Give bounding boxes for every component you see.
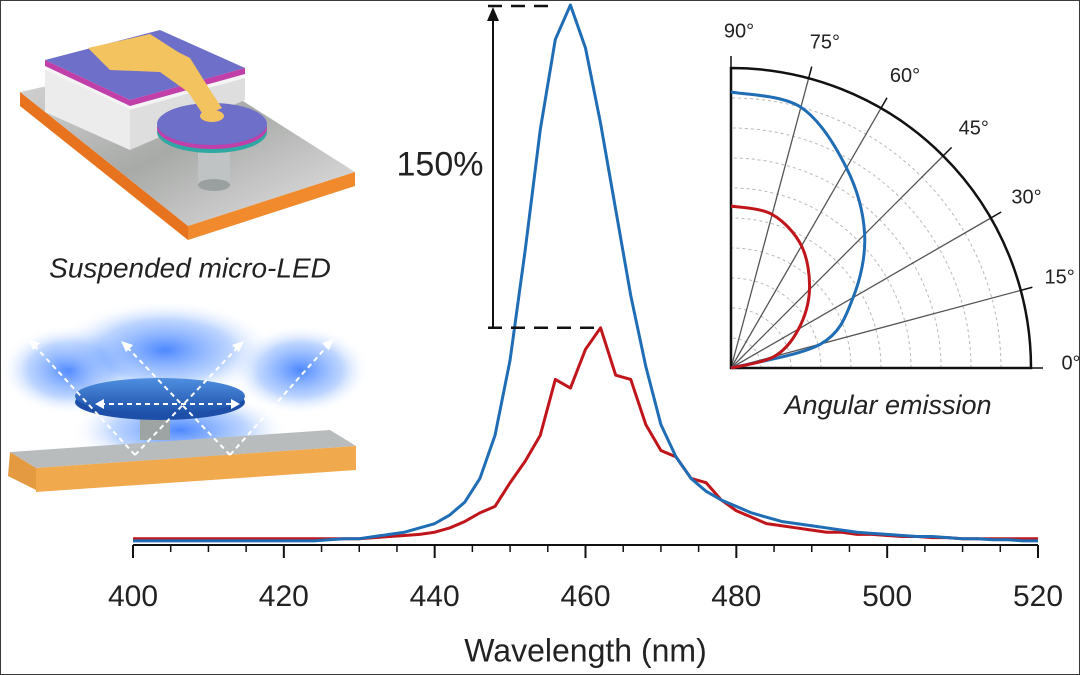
spectrum-line (133, 3, 1038, 543)
theta-tick (880, 97, 888, 109)
theta-grid-line (730, 289, 1021, 369)
theta-tick-label: 15° (1045, 266, 1075, 288)
annotation-arrowhead (487, 7, 499, 21)
device-caption: Suspended micro-LED (49, 252, 331, 283)
theta-grid-line (730, 78, 810, 369)
polar-frame (729, 66, 1033, 370)
annotation: 150% (397, 145, 484, 183)
x-tick-label: 440 (410, 580, 460, 613)
r-grid-circle (730, 187, 912, 369)
x-tick-label: 500 (862, 580, 912, 613)
emission-illustration (0, 300, 370, 492)
r-grid-circle (730, 337, 762, 369)
theta-grid-line (730, 155, 944, 369)
x-tick-label: 460 (560, 580, 610, 613)
polar-line (730, 90, 867, 370)
x-tick-label: 480 (711, 580, 761, 613)
theta-tick-label: 90° (724, 20, 754, 42)
polar-line (730, 204, 812, 370)
r-grid-circle (730, 217, 882, 369)
theta-tick (807, 66, 813, 79)
device-illustration (20, 30, 355, 240)
theta-tick-label: 60° (890, 65, 920, 87)
theta-grid-line (730, 107, 882, 369)
theta-tick-label: 0° (1061, 352, 1080, 374)
theta-tick-label: 45° (959, 118, 989, 140)
theta-tick (1020, 286, 1033, 292)
theta-tick-label: 30° (1011, 186, 1041, 208)
theta-tick-label: 75° (810, 32, 840, 54)
r-grid-circle (730, 277, 822, 369)
theta-grid-line (730, 217, 992, 369)
x-tick-label: 400 (108, 580, 158, 613)
theta-tick (942, 146, 953, 157)
polar-title: Angular emission (782, 390, 991, 420)
x-tick-label: 420 (259, 580, 309, 613)
r-grid-circle (730, 247, 852, 369)
x-tick-label: 520 (1013, 580, 1063, 613)
theta-tick (990, 211, 1002, 219)
x-axis-label: Wavelength (nm) (464, 632, 706, 668)
